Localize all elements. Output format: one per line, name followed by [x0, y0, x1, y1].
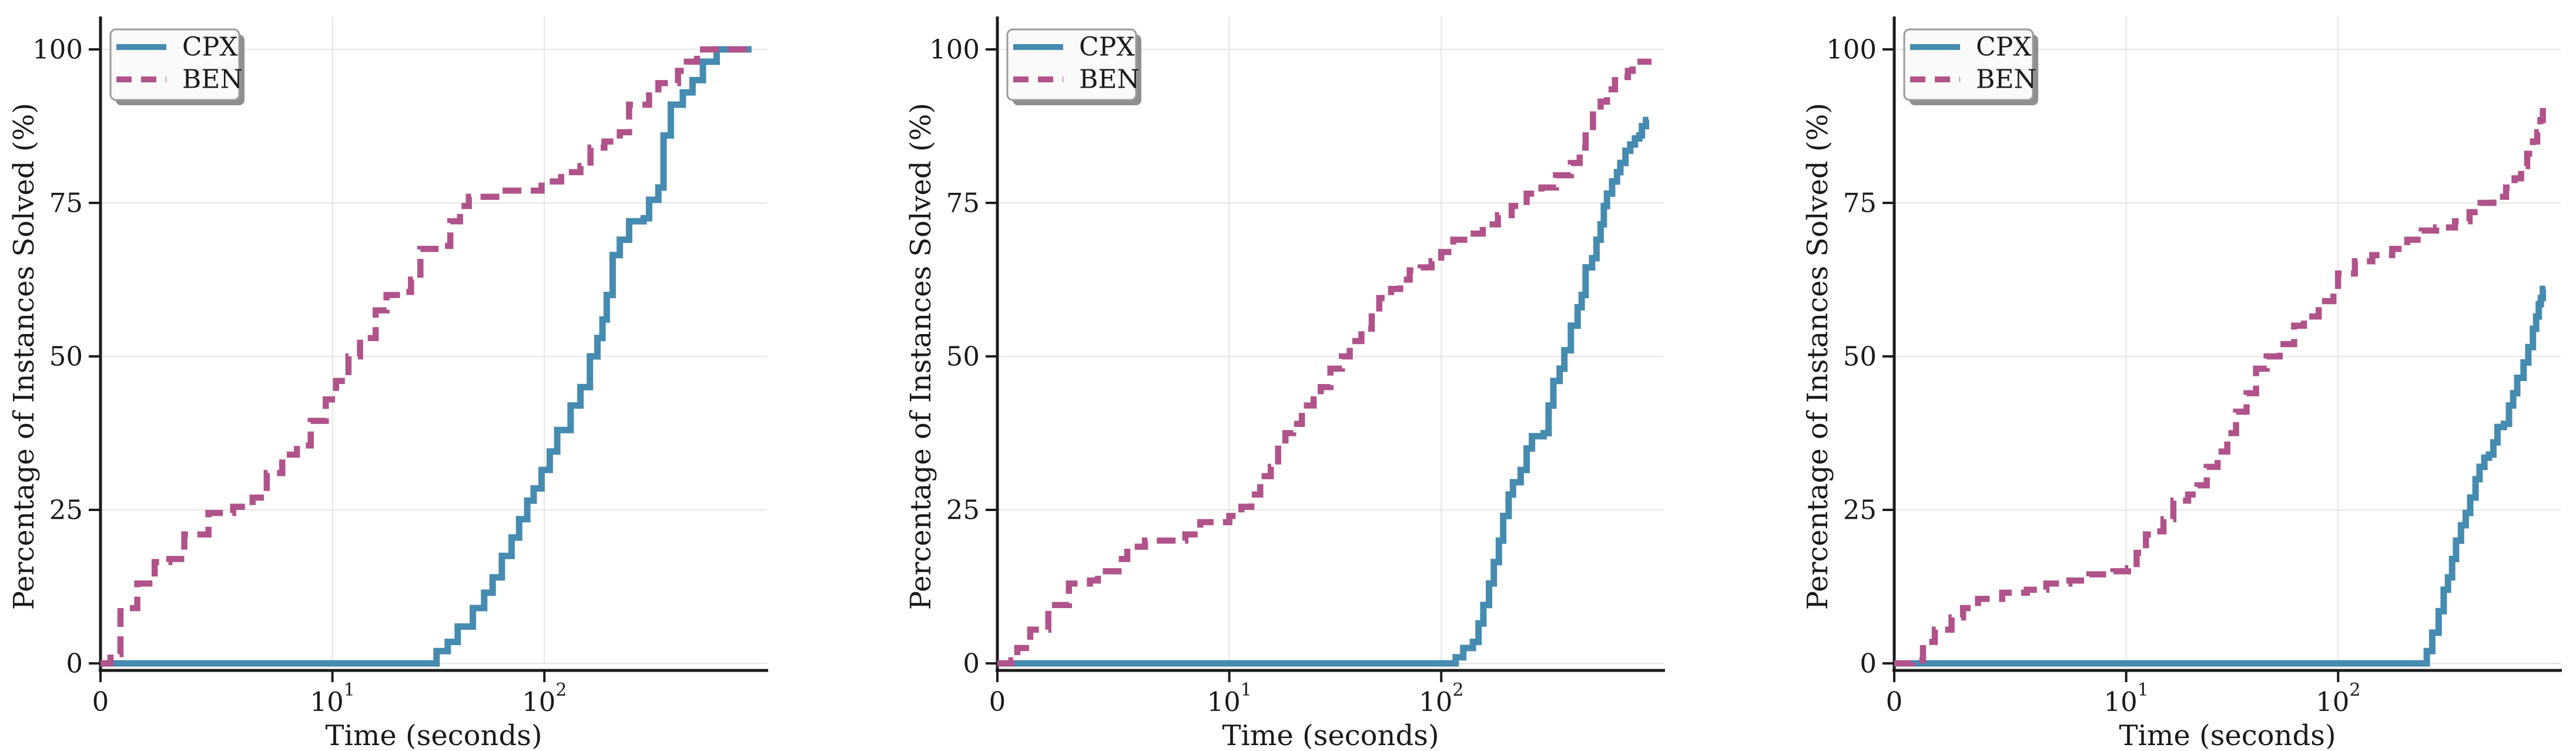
x-axis-label: Time (seconds) — [1222, 719, 1439, 749]
x-tick-exponent: 1 — [344, 680, 355, 700]
y-tick-label: 100 — [929, 34, 980, 65]
y-axis-label: Percentage of Instances Solved (%) — [8, 103, 41, 610]
legend-cpx-label: CPX — [182, 32, 238, 62]
x-tick-exponent: 2 — [1452, 680, 1463, 700]
x-tick-exponent: 2 — [2349, 680, 2360, 700]
x-axis-label: Time (seconds) — [2119, 719, 2336, 749]
x-tick-label: 102 — [1419, 680, 1463, 717]
x-tick-label: 101 — [1207, 680, 1251, 717]
legend-ben-label: BEN — [1976, 65, 2036, 95]
x-tick-base: 10 — [2316, 686, 2349, 717]
grid — [997, 16, 1664, 665]
y-tick-label: 25 — [1843, 495, 1877, 526]
grid — [1894, 16, 2561, 665]
x-axis-label: Time (seconds) — [325, 719, 542, 749]
x-tick-label: 101 — [310, 680, 354, 717]
x-tick-exponent: 2 — [555, 680, 567, 700]
ben-curve — [101, 46, 752, 667]
grid — [101, 16, 767, 665]
cpx-curve — [1894, 285, 2547, 667]
x-tick-base: 10 — [310, 686, 343, 717]
y-tick-label: 25 — [49, 495, 83, 526]
y-tick-label: 75 — [1843, 188, 1877, 219]
y-axis-label: Percentage of Instances Solved (%) — [905, 103, 937, 610]
y-tick-label: 100 — [1826, 34, 1877, 65]
x-tick-label: 0 — [989, 686, 1006, 717]
x-tick-label: 102 — [522, 680, 567, 717]
x-tick-exponent: 1 — [2138, 680, 2149, 700]
legend-cpx-label: CPX — [1079, 32, 1135, 62]
legend-ben-label: BEN — [182, 65, 243, 95]
x-tick-base: 10 — [2103, 686, 2137, 717]
y-tick-label: 50 — [1843, 341, 1877, 372]
y-tick-label: 50 — [49, 341, 83, 372]
cpx-curve — [101, 46, 752, 667]
x-tick-exponent: 1 — [1241, 680, 1252, 700]
ben-curve — [1894, 98, 2546, 667]
y-tick-label: 0 — [1860, 648, 1877, 679]
x-tick-base: 10 — [522, 686, 555, 717]
x-tick-base: 10 — [1419, 686, 1452, 717]
y-axis-label: Percentage of Instances Solved (%) — [1801, 103, 1834, 610]
ben-curve — [997, 58, 1652, 667]
y-tick-label: 75 — [946, 188, 980, 219]
legend-cpx-label: CPX — [1976, 32, 2032, 62]
y-tick-label: 25 — [946, 495, 980, 526]
x-tick-label: 102 — [2316, 680, 2360, 717]
legend-ben-label: BEN — [1079, 65, 1140, 95]
y-tick-label: 0 — [963, 648, 980, 679]
x-tick-label: 0 — [92, 686, 109, 717]
x-tick-label: 101 — [2103, 680, 2148, 717]
x-tick-label: 0 — [1886, 686, 1903, 717]
y-tick-label: 100 — [32, 34, 83, 65]
x-tick-base: 10 — [1207, 686, 1240, 717]
cpx-curve — [997, 116, 1650, 667]
y-tick-label: 75 — [49, 188, 83, 219]
y-tick-label: 0 — [66, 648, 83, 679]
y-tick-label: 50 — [946, 341, 980, 372]
